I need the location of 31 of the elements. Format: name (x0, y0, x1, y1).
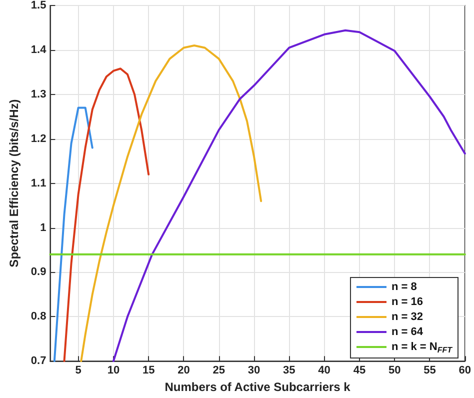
legend-label: n = 64 (391, 326, 424, 338)
line-series (63, 68, 150, 362)
x-tick-label: 40 (318, 364, 330, 377)
x-tick-label: 35 (283, 364, 296, 377)
x-tick-label: 60 (458, 364, 472, 377)
x-axis-title: Numbers of Active Subcarriers k (164, 380, 351, 394)
line-series (53, 106, 94, 362)
y-tick-label: 0.7 (30, 355, 46, 368)
x-tick-label: 20 (178, 364, 190, 377)
x-tick-label: 5 (75, 364, 82, 377)
line-series (112, 29, 466, 362)
y-tick-label: 0.9 (30, 266, 46, 278)
x-tick-label: 15 (142, 364, 155, 377)
y-tick-label: 1.4 (30, 44, 48, 56)
x-tick-label: 50 (388, 364, 401, 377)
x-tick-label: 10 (107, 364, 120, 377)
legend-label: n = 32 (391, 311, 423, 323)
line-series (80, 44, 262, 362)
y-tick-label: 1.3 (30, 88, 46, 100)
legend-label: n = 16 (391, 296, 423, 308)
y-tick-label: 0.8 (30, 310, 46, 323)
y-tick-label: 1 (40, 222, 46, 234)
x-tick-label: 30 (248, 364, 260, 377)
x-tick-label: 55 (424, 364, 436, 377)
y-tick-label: 1.1 (30, 177, 46, 190)
x-tick-label: 45 (353, 364, 366, 377)
x-tick-label: 25 (212, 364, 226, 377)
y-tick-label: 1.2 (30, 132, 46, 145)
y-tick-label: 1.5 (30, 0, 46, 12)
y-axis-title: Spectral Efficiency (bits/s/Hz) (7, 99, 21, 268)
legend-label: n = 8 (391, 281, 417, 293)
